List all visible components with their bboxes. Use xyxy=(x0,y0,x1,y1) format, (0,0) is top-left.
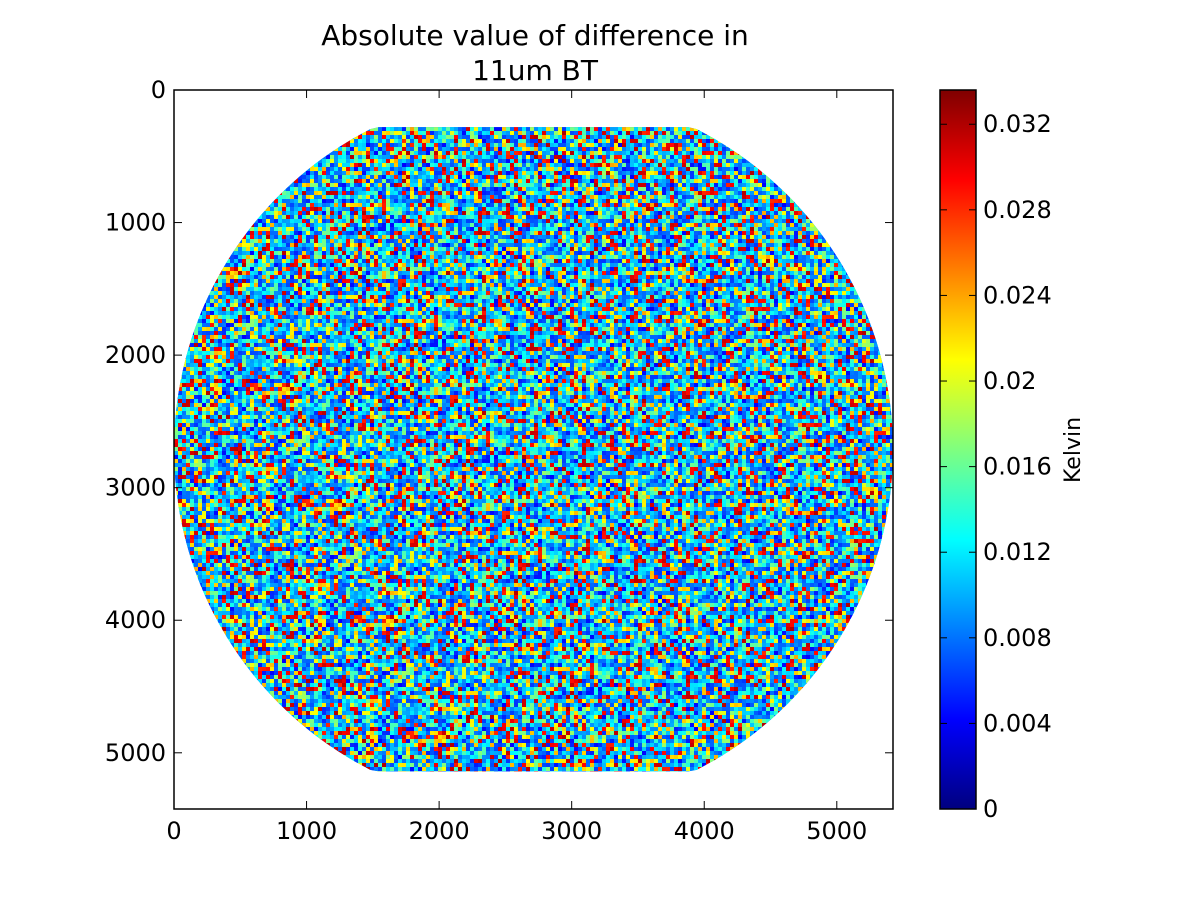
y-tick-label: 4000 xyxy=(105,606,166,634)
colorbar-tick-label: 0.028 xyxy=(983,196,1052,224)
x-tick-label: 4000 xyxy=(674,817,735,845)
colorbar-tick-label: 0.016 xyxy=(983,453,1052,481)
colorbar-gradient xyxy=(939,89,977,810)
colorbar-tick-label: 0 xyxy=(983,795,998,823)
heatmap-image xyxy=(174,127,893,772)
chart-title-line-1: Absolute value of difference in xyxy=(321,19,749,52)
plot-frame xyxy=(173,89,894,810)
colorbar-tick-label: 0.02 xyxy=(983,367,1036,395)
colorbar-tick-label: 0.024 xyxy=(983,281,1052,309)
plot-area xyxy=(173,89,894,810)
colorbar: 0 0.004 0.008 0.012 0.016 0.02 0.024 0.028 0.032… xyxy=(939,89,1086,823)
y-tick-label: 3000 xyxy=(105,474,166,502)
colorbar-tick-label: 0.032 xyxy=(983,110,1052,138)
y-tick-label: 1000 xyxy=(105,209,166,237)
x-tick-label: 5000 xyxy=(806,817,867,845)
y-tick-label: 5000 xyxy=(105,739,166,767)
x-tick-label: 1000 xyxy=(276,817,337,845)
colorbar-tick-label: 0.008 xyxy=(983,624,1052,652)
colorbar-label: Kelvin xyxy=(1061,417,1086,483)
x-tick-label: 0 xyxy=(166,817,181,845)
x-tick-label: 2000 xyxy=(409,817,470,845)
colorbar-ticks: 0 0.004 0.008 0.012 0.016 0.02 0.024 0.028 0.032 xyxy=(940,110,1052,823)
x-axis: 0 1000 2000 3000 4000 5000 xyxy=(166,90,867,845)
chart-title-line-2: 11um BT xyxy=(472,54,599,87)
colorbar-tick-label: 0.012 xyxy=(983,538,1052,566)
y-axis: 0 1000 2000 3000 4000 5000 xyxy=(105,76,893,767)
y-tick-label: 0 xyxy=(151,76,166,104)
x-tick-label: 3000 xyxy=(541,817,602,845)
y-tick-label: 2000 xyxy=(105,341,166,369)
colorbar-tick-label: 0.004 xyxy=(983,709,1052,737)
